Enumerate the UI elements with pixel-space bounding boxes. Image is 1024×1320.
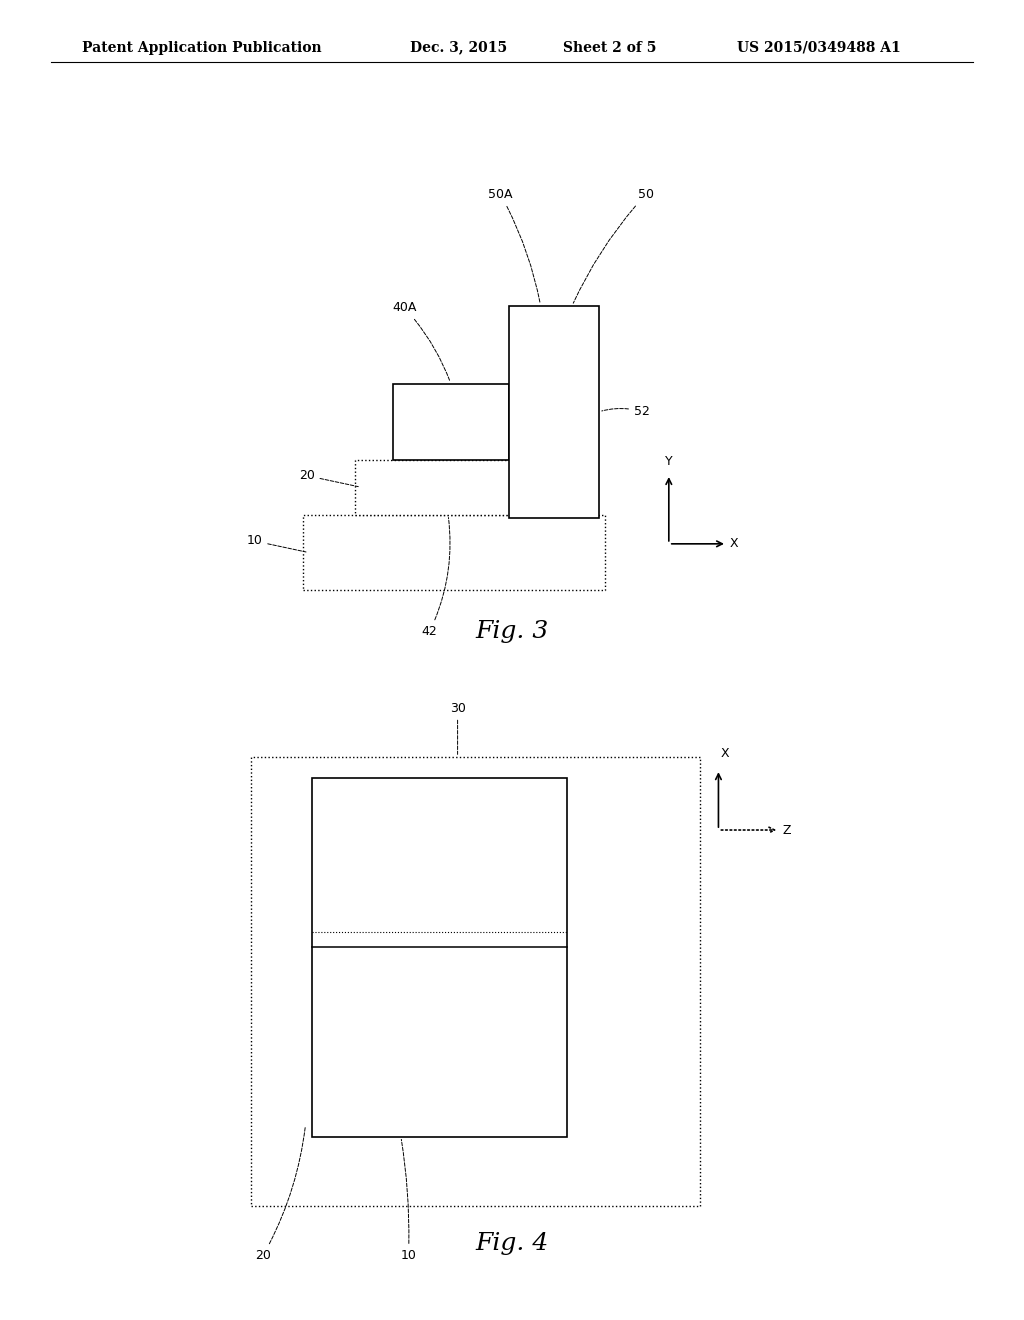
Bar [311, 779, 566, 1137]
Text: 52: 52 [602, 405, 650, 418]
Bar [509, 306, 599, 517]
Text: Dec. 3, 2015: Dec. 3, 2015 [410, 41, 507, 54]
Bar [251, 758, 700, 1206]
Text: 50: 50 [573, 189, 653, 304]
Text: 10: 10 [400, 1139, 417, 1262]
Text: Fig. 4: Fig. 4 [475, 1232, 549, 1255]
Text: Patent Application Publication: Patent Application Publication [82, 41, 322, 54]
Text: Z: Z [782, 824, 791, 837]
Text: Sheet 2 of 5: Sheet 2 of 5 [563, 41, 656, 54]
Text: 40: 40 [398, 392, 415, 405]
Text: 20: 20 [299, 469, 358, 487]
Text: US 2015/0349488 A1: US 2015/0349488 A1 [737, 41, 901, 54]
Bar [355, 459, 541, 515]
Text: 42: 42 [422, 517, 450, 638]
Bar [393, 384, 509, 459]
Text: Y: Y [665, 455, 673, 469]
Text: 50A: 50A [488, 189, 540, 304]
Text: 10: 10 [247, 535, 306, 552]
Text: 20: 20 [255, 1127, 305, 1262]
Text: 40A: 40A [392, 301, 450, 381]
Bar [303, 515, 605, 590]
Text: X: X [730, 537, 738, 550]
Text: 30: 30 [450, 702, 466, 754]
Text: X: X [720, 747, 729, 760]
Text: Fig. 3: Fig. 3 [475, 619, 549, 643]
